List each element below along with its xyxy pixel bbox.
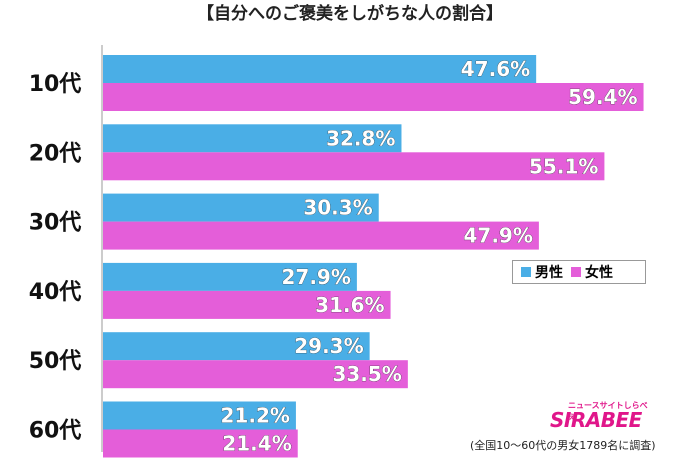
category-label: 50代 (29, 349, 82, 374)
value-label-female: 21.4% (222, 432, 291, 456)
legend-item-male: 男性 (521, 262, 563, 282)
logo-text: SIRABEE (550, 408, 642, 432)
value-label-female: 55.1% (529, 154, 598, 178)
survey-note: (全国10〜60代の男女1789名に調査) (470, 439, 656, 452)
bar-female (103, 83, 644, 111)
category-label: 40代 (29, 280, 82, 305)
bar-female (103, 152, 605, 181)
legend-item-female: 女性 (571, 262, 613, 282)
chart-title: 【自分へのご褒美をしがちな人の割合】 (197, 3, 503, 24)
legend-swatch-female (571, 267, 581, 277)
value-label-male: 32.8% (326, 126, 395, 150)
value-label-male: 21.2% (221, 404, 290, 428)
bar-female (103, 360, 408, 389)
sirabee-logo: ニュースサイトしらべぇ SIRABEE (542, 400, 652, 432)
value-label-male: 29.3% (294, 334, 363, 358)
bar-male (103, 55, 537, 83)
bar-male (103, 262, 357, 291)
value-label-male: 30.3% (303, 196, 372, 220)
category-label: 10代 (29, 72, 82, 97)
bars-group: 10代 47.6% 59.4% 20代 32.8% 55.1% 30代 30.3% 47.9% 4… (29, 55, 644, 458)
category-label: 30代 (29, 211, 82, 236)
category-label: 60代 (29, 419, 82, 444)
bar-male (103, 332, 370, 361)
bar-male (103, 193, 379, 222)
value-label-male: 27.9% (281, 265, 350, 289)
legend: 男性 女性 (512, 260, 646, 284)
bar-female (103, 221, 539, 250)
value-label-female: 59.4% (568, 85, 637, 109)
bar-male (103, 401, 296, 430)
logo-subtext: ニュースサイトしらべぇ (568, 401, 648, 421)
bar-male (103, 124, 402, 153)
legend-swatch-male (521, 267, 531, 277)
legend-label-female: 女性 (585, 265, 613, 281)
category-label: 20代 (29, 141, 82, 166)
value-label-female: 47.9% (463, 224, 532, 248)
legend-label-male: 男性 (535, 265, 563, 281)
value-label-female: 31.6% (315, 293, 384, 317)
value-label-male: 47.6% (461, 57, 530, 81)
bar-female (103, 429, 298, 458)
bar-female (103, 290, 391, 319)
value-label-female: 33.5% (332, 362, 401, 386)
